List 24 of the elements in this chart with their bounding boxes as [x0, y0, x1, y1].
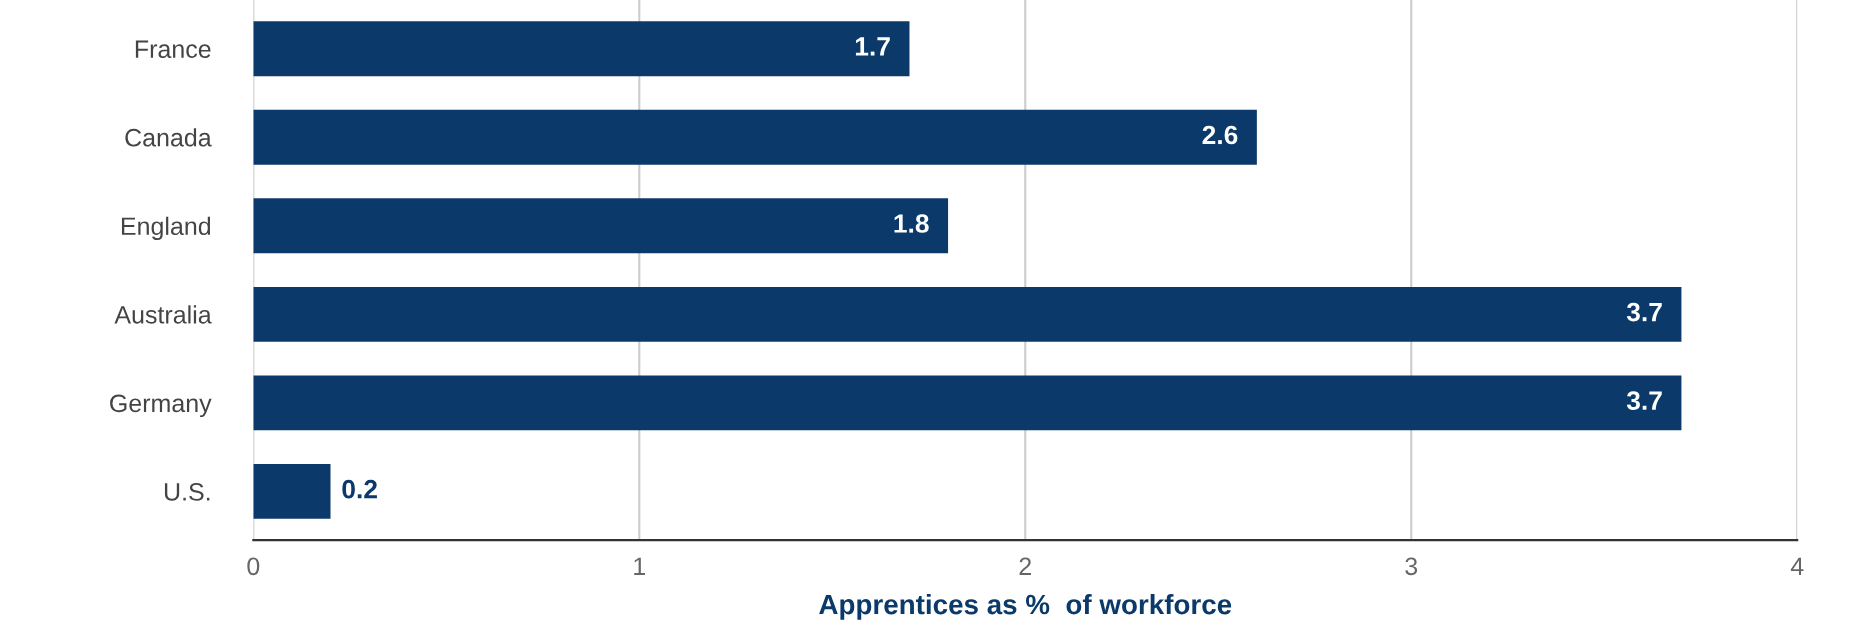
x-tick-label: 2 — [1019, 557, 1031, 575]
bar — [253, 198, 949, 254]
x-tick-label: 1 — [634, 557, 646, 575]
data-label: 1.7 — [855, 37, 890, 56]
bar — [253, 463, 331, 519]
y-tick-label: Australia — [114, 305, 212, 324]
bar — [253, 286, 1682, 342]
x-axis-title: Apprentices as % of workforce — [819, 593, 1232, 620]
y-tick-label: Canada — [125, 128, 212, 147]
data-label: 3.7 — [1626, 302, 1662, 322]
bar — [253, 109, 1257, 165]
y-tick-label: U.S. — [164, 483, 210, 501]
data-label: 0.2 — [342, 479, 377, 499]
y-tick-label: France — [135, 40, 211, 58]
data-label: 1.8 — [894, 214, 929, 233]
data-label: 2.6 — [1202, 125, 1238, 145]
bar — [253, 375, 1682, 431]
y-tick-label: England — [121, 216, 211, 241]
bar — [253, 21, 910, 77]
y-tick-label: Germany — [110, 394, 212, 418]
x-tick-label: 3 — [1405, 557, 1418, 576]
x-tick-label: 0 — [247, 557, 260, 576]
x-tick-label: 4 — [1790, 557, 1804, 575]
data-label: 3.7 — [1626, 391, 1662, 410]
